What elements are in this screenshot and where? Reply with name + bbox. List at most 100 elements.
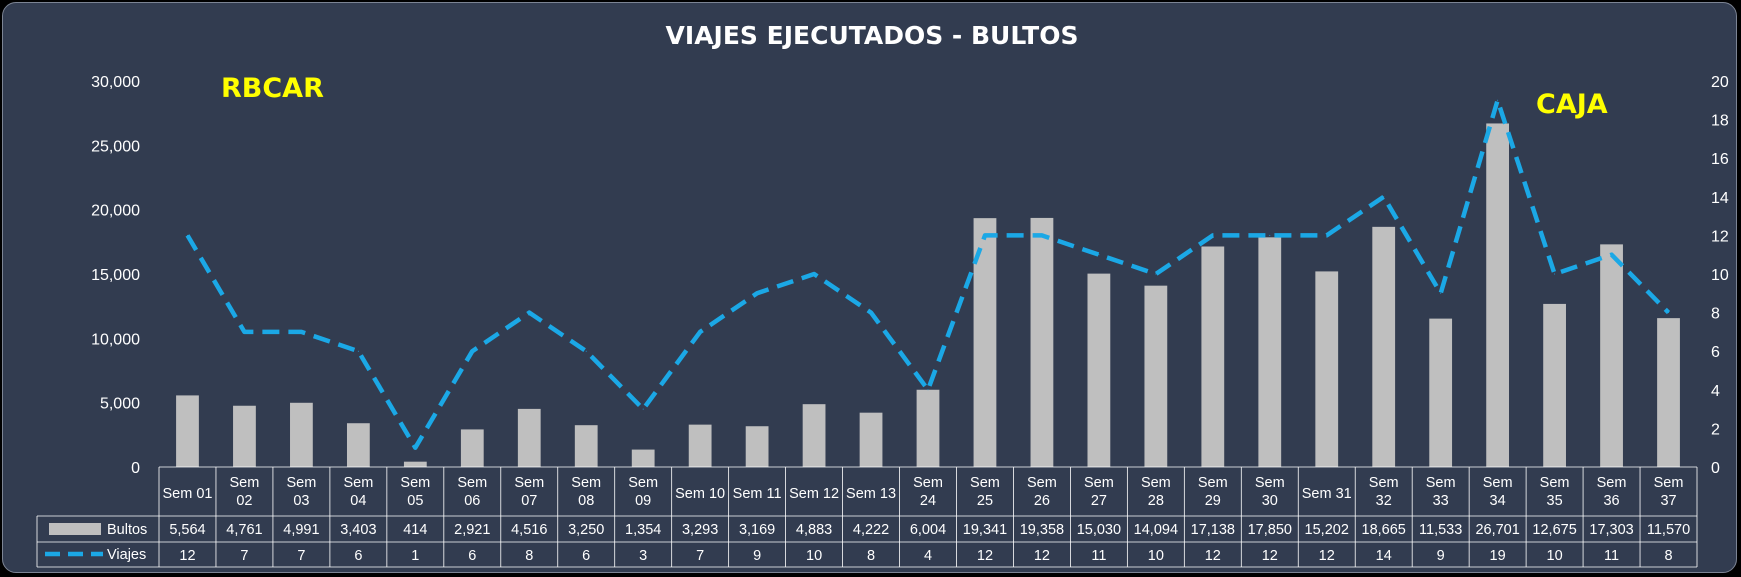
bultos-value-label: 15,202 <box>1305 522 1349 538</box>
viajes-value-label: 8 <box>867 548 875 564</box>
bultos-value-label: 3,250 <box>568 522 604 538</box>
bultos-value-label: 4,222 <box>853 522 889 538</box>
line-point <box>186 234 188 236</box>
x-tick-label-part: Sem <box>400 475 430 491</box>
legend-bultos-swatch <box>49 523 101 535</box>
y-left-tick-label: 10,000 <box>91 331 140 348</box>
line-point <box>984 234 986 236</box>
y-right-tick-label: 6 <box>1711 344 1720 361</box>
y-left-tick-label: 5,000 <box>100 396 140 413</box>
line-point <box>1383 196 1385 198</box>
x-tick-label-part: Sem <box>1369 475 1399 491</box>
bar <box>973 218 997 467</box>
x-tick-label-part: Sem <box>230 475 260 491</box>
combo-chart: VIAJES EJECUTADOS - BULTOS 0 5,000 10,000 1… <box>36 21 1729 568</box>
bultos-value-label: 19,358 <box>1020 522 1064 538</box>
bultos-value-label: 19,341 <box>963 522 1007 538</box>
line-point <box>471 350 473 352</box>
x-tick-label: Sem 11 <box>733 486 782 502</box>
x-tick-label: Sem 24 <box>913 475 943 509</box>
viajes-value-label: 12 <box>1319 548 1335 564</box>
x-tick-label-part: Sem <box>970 475 1000 491</box>
viajes-value-label: 8 <box>525 548 533 564</box>
bar <box>1429 318 1453 467</box>
x-tick-label-part: Sem <box>1597 475 1627 491</box>
y-right-tick-label: 14 <box>1711 190 1729 207</box>
annotation-caja: CAJA <box>1536 89 1608 120</box>
right-axis: 0 2 4 6 8 10 12 14 16 18 20 <box>1711 74 1729 477</box>
x-tick-label-part: Sem <box>1483 475 1513 491</box>
bar <box>859 412 883 467</box>
bar <box>745 426 769 467</box>
x-tick-label: Sem 07 <box>514 475 544 509</box>
bar <box>1258 237 1282 467</box>
bultos-value-label: 4,883 <box>796 522 832 538</box>
x-tick-label: Sem 06 <box>457 475 487 509</box>
bultos-value-label: 1,354 <box>625 522 661 538</box>
x-tick-label-part: Sem <box>1141 475 1171 491</box>
viajes-value-label: 8 <box>1664 548 1672 564</box>
x-tick-label-part: 07 <box>521 493 537 509</box>
line-point <box>414 447 416 449</box>
bultos-value-label: 3,293 <box>682 522 718 538</box>
viajes-value-label: 11 <box>1604 548 1619 564</box>
x-tick-label-part: Sem <box>514 475 544 491</box>
x-tick-label: Sem 01 <box>162 486 212 502</box>
x-tick-label-part: 05 <box>407 493 423 509</box>
viajes-value-label: 10 <box>1547 548 1563 564</box>
bar <box>1087 273 1111 467</box>
line-point <box>1440 292 1442 294</box>
x-tick-label: Sem 33 <box>1426 475 1456 509</box>
viajes-value-label: 19 <box>1490 548 1506 564</box>
bultos-value-label: 14,094 <box>1134 522 1178 538</box>
line-point <box>642 408 644 410</box>
bar <box>802 404 826 467</box>
bultos-value-label: 11,533 <box>1419 522 1462 538</box>
viajes-value-label: 12 <box>1034 548 1050 564</box>
viajes-value-label: 9 <box>753 548 761 564</box>
x-tick-label-part: Sem <box>1084 475 1114 491</box>
x-tick-label-part: 06 <box>464 493 480 509</box>
line-point <box>1611 254 1613 256</box>
annotation-rbcar: RBCAR <box>221 73 324 104</box>
viajes-value-label: 12 <box>1262 548 1278 564</box>
viajes-value-label: 14 <box>1376 548 1392 564</box>
x-tick-label: Sem 12 <box>789 486 839 502</box>
line-point <box>1212 234 1214 236</box>
data-table: Sem 01 Sem 02 Sem 03 Sem 04 Sem 05 Sem 06 Sem 07 Sem 0… <box>36 466 1698 568</box>
x-tick-label: Sem 26 <box>1027 475 1057 509</box>
bultos-value-label: 17,303 <box>1589 522 1633 538</box>
bultos-value-label: 4,516 <box>511 522 547 538</box>
line-point <box>1155 273 1157 275</box>
y-left-tick-label: 25,000 <box>91 138 140 155</box>
x-tick-label: Sem 29 <box>1198 475 1228 509</box>
viajes-value-label: 9 <box>1437 548 1445 564</box>
y-right-tick-label: 8 <box>1711 306 1720 323</box>
x-tick-label-part: 34 <box>1490 493 1506 509</box>
bar <box>916 389 940 467</box>
bar <box>1657 318 1680 467</box>
line-point <box>756 292 758 294</box>
bar <box>1372 226 1396 467</box>
y-right-tick-label: 4 <box>1711 383 1720 400</box>
y-right-tick-label: 20 <box>1711 74 1729 91</box>
x-tick-label-part: 32 <box>1376 493 1392 509</box>
viajes-value-label: 7 <box>240 548 248 564</box>
y-left-tick-label: 15,000 <box>91 267 140 284</box>
x-tick-label: Sem 10 <box>675 486 725 502</box>
x-tick-label: Sem 28 <box>1141 475 1171 509</box>
legend-viajes-label: Viajes <box>107 547 146 563</box>
bar <box>403 461 427 467</box>
left-axis: 0 5,000 10,000 15,000 20,000 25,000 30,000 <box>91 74 140 477</box>
x-tick-label-part: Sem <box>1255 475 1285 491</box>
x-tick-label: Sem 25 <box>970 475 1000 509</box>
line-point <box>1098 254 1100 256</box>
x-tick-label-part: 03 <box>293 493 309 509</box>
x-tick-label-part: 30 <box>1262 493 1278 509</box>
viajes-value-label: 12 <box>179 548 195 564</box>
x-tick-label: Sem 35 <box>1540 475 1570 509</box>
y-right-tick-label: 16 <box>1711 151 1729 168</box>
bar <box>1486 123 1510 467</box>
bultos-value-label: 17,138 <box>1191 522 1235 538</box>
